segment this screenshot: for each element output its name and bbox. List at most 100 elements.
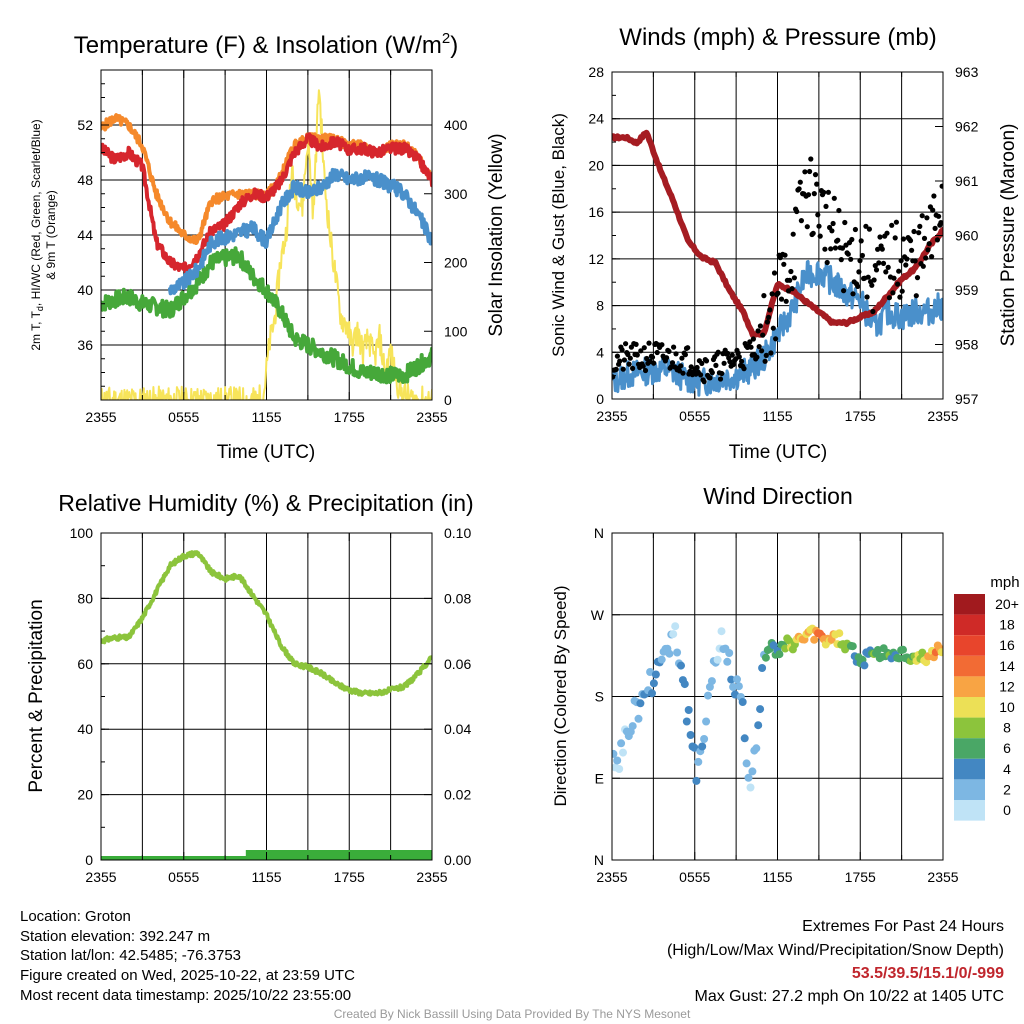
- gust-point: [739, 358, 745, 364]
- gust-point: [634, 352, 640, 358]
- gust-point: [885, 264, 891, 270]
- legend-label: 20+: [995, 596, 1019, 612]
- gust-point: [682, 352, 689, 358]
- y-tick-label: N: [594, 852, 604, 868]
- gust-point: [685, 345, 691, 351]
- gust-point: [747, 339, 753, 345]
- gust-point: [680, 370, 686, 376]
- sonic-wind-blue-line: [612, 260, 943, 397]
- y-tick-label: 0: [85, 852, 93, 868]
- gust-point: [865, 274, 871, 280]
- legend-label: 4: [1003, 761, 1011, 777]
- winds-ylabel-left: Sonic Wind & Gust (Blue, Black): [549, 113, 568, 357]
- gust-point: [664, 355, 670, 361]
- direction-point: [734, 682, 743, 691]
- direction-point: [651, 670, 660, 679]
- 2m-t-red-line: [101, 132, 432, 275]
- y-tick-label: 16: [588, 204, 604, 220]
- gust-point: [666, 348, 672, 354]
- direction-point: [725, 649, 734, 657]
- gust-point: [839, 245, 846, 251]
- gust-point: [936, 213, 942, 219]
- legend-swatch: [954, 717, 985, 739]
- gust-point: [896, 268, 902, 274]
- gust-point: [626, 361, 632, 367]
- x-tick-label: 2355: [927, 869, 958, 885]
- gust-point: [817, 233, 823, 239]
- y2-tick-label: 100: [444, 323, 468, 339]
- gust-point: [899, 288, 905, 294]
- gust-point: [783, 298, 789, 304]
- gust-point: [889, 222, 895, 228]
- gust-point: [729, 352, 735, 358]
- legend-swatch: [954, 614, 985, 636]
- gust-point: [707, 375, 713, 381]
- gust-point: [884, 230, 890, 236]
- gust-point: [789, 286, 795, 292]
- extremes-title: Extremes For Past 24 Hours: [802, 918, 1004, 935]
- gust-point: [879, 246, 885, 252]
- direction-point: [692, 776, 701, 785]
- direction-point: [684, 706, 693, 714]
- gust-point: [756, 344, 762, 350]
- gust-point: [856, 269, 862, 275]
- direction-point: [617, 739, 626, 748]
- gust-point: [825, 189, 832, 195]
- gust-point: [701, 379, 707, 385]
- direction-point: [758, 664, 767, 672]
- direction-ylabel-left: Direction (Colored By Speed): [551, 585, 570, 806]
- direction-point: [775, 650, 784, 659]
- gust-point: [829, 228, 835, 234]
- gust-point: [926, 241, 932, 247]
- gust-point: [640, 363, 646, 369]
- gust-point: [796, 186, 802, 192]
- gust-point: [797, 179, 803, 185]
- gust-point: [912, 258, 918, 264]
- gust-point: [759, 348, 765, 354]
- recent-data-text: Most recent data timestamp: 2025/10/22 2…: [20, 987, 352, 1004]
- direction-point: [899, 645, 907, 654]
- gust-point: [913, 293, 919, 299]
- gust-point: [748, 344, 754, 350]
- temperature-title: Temperature (F) & Insolation (W/m2): [74, 30, 458, 59]
- gust-point: [621, 357, 628, 363]
- y2-tick-label: 962: [955, 119, 979, 135]
- legend-swatch: [954, 635, 985, 656]
- gust-point: [623, 341, 629, 347]
- direction-point: [619, 748, 627, 757]
- x-tick-label: 2355: [416, 869, 447, 885]
- x-tick-label: 2355: [596, 408, 627, 424]
- y2-tick-label: 958: [955, 337, 979, 353]
- x-tick-label: 2355: [85, 869, 116, 885]
- direction-point: [785, 636, 794, 645]
- gust-point: [930, 207, 936, 213]
- gust-point: [808, 156, 814, 162]
- gust-point: [703, 358, 710, 364]
- y-tick-label: 36: [77, 337, 93, 353]
- gust-point: [925, 247, 931, 253]
- gust-point: [804, 224, 810, 230]
- gust-point: [654, 349, 660, 356]
- direction-point: [671, 622, 680, 631]
- gust-point: [923, 255, 929, 261]
- gust-point: [790, 231, 796, 237]
- gust-point: [715, 349, 721, 355]
- direction-point: [673, 648, 682, 657]
- direction-point: [682, 717, 691, 726]
- direction-point: [677, 661, 685, 670]
- gust-point: [770, 325, 776, 331]
- gust-point: [807, 168, 813, 175]
- direction-point: [636, 699, 645, 708]
- gust-point: [869, 282, 875, 288]
- direction-point: [612, 749, 618, 758]
- direction-point: [860, 661, 869, 670]
- y2-tick-label: 960: [955, 228, 979, 244]
- gust-point: [920, 263, 926, 269]
- gust-point: [760, 332, 766, 338]
- y2-tick-label: 0.00: [444, 852, 471, 868]
- y2-tick-label: 957: [955, 391, 979, 407]
- gust-point: [699, 360, 705, 366]
- solar-insolation-yellow-line: [101, 89, 432, 400]
- direction-point: [613, 756, 622, 765]
